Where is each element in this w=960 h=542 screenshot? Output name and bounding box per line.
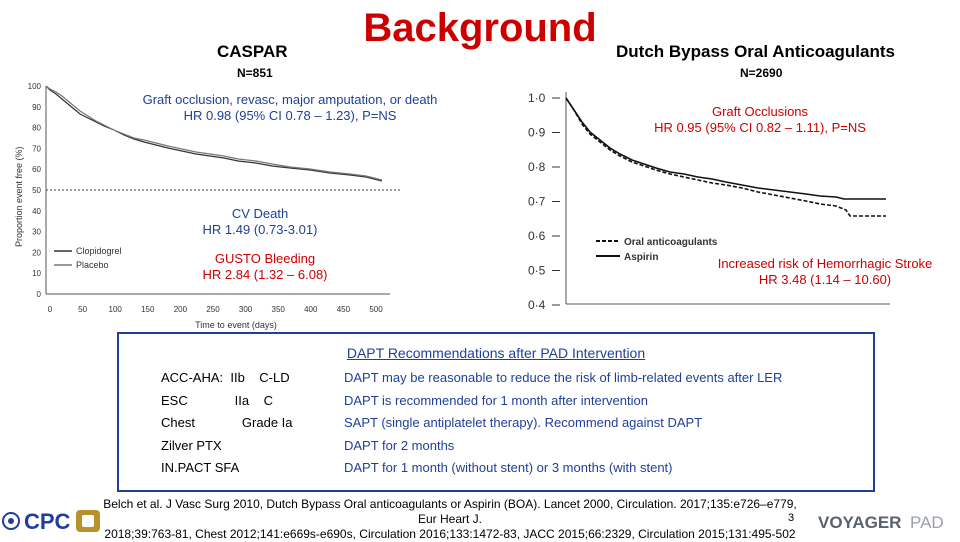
dutch-stroke-note: Increased risk of Hemorrhagic Stroke HR … <box>690 256 960 288</box>
recommendation-text: DAPT may be reasonable to reduce the ris… <box>344 370 783 385</box>
caspar-title: CASPAR <box>217 42 288 61</box>
dutch-y-tick-label: 0·7 <box>528 195 546 209</box>
caspar-y-tick-label: 0 <box>37 290 42 299</box>
caspar-y-tick-label: 40 <box>32 207 41 216</box>
caspar-x-tick-label: 150 <box>141 305 155 314</box>
dutch-stroke-title: Increased risk of Hemorrhagic Stroke <box>717 256 933 271</box>
dutch-y-tick-label: 0·6 <box>528 229 546 243</box>
recommendation-row: IN.PACT SFA DAPT for 1 month (without ste… <box>119 460 877 482</box>
caspar-x-tick-label: 250 <box>206 305 220 314</box>
recommendation-label: IN.PACT SFA <box>161 460 240 475</box>
recommendation-label: Chest Grade Ia <box>161 415 293 430</box>
caspar-y-tick-label: 100 <box>28 82 42 91</box>
caspar-cv-death-note: CV Death HR 1.49 (0.73-3.01) <box>150 206 370 238</box>
recommendation-row: ACC-AHA: IIb C-LD DAPT may be reasonable … <box>119 370 877 392</box>
caspar-x-tick-label: 200 <box>174 305 188 314</box>
caspar-ylabel: Proportion event free (%) <box>14 146 24 247</box>
caspar-y-tick-label: 80 <box>32 124 41 133</box>
caspar-x-tick-label: 450 <box>337 305 351 314</box>
caspar-x-tick-label: 300 <box>239 305 253 314</box>
caspar-gusto-note: GUSTO Bleeding HR 2.84 (1.32 – 6.08) <box>150 251 380 283</box>
caspar-x-tick-label: 50 <box>78 305 87 314</box>
slide-title: Background <box>363 6 597 50</box>
caspar-cv-death-hr: HR 1.49 (0.73-3.01) <box>202 222 318 237</box>
dutch-y-tick-label: 0·9 <box>528 126 546 140</box>
dutch-y-ticks: 1·0 0·9 0·8 0·7 0·6 0·5 0·4 <box>528 91 560 309</box>
dutch-y-tick-label: 0·5 <box>528 264 546 278</box>
footer-references: Belch et al. J Vasc Surg 2010, Dutch Byp… <box>100 497 800 542</box>
dutch-y-tick-label: 0·4 <box>528 298 546 309</box>
dutch-y-tick-label: 1·0 <box>528 91 546 105</box>
caspar-x-tick-label: 500 <box>369 305 383 314</box>
slide-number: 3 <box>788 512 795 524</box>
caspar-gusto-title: GUSTO Bleeding <box>214 251 316 266</box>
recommendation-text: DAPT for 1 month (without stent) or 3 mo… <box>344 460 673 475</box>
pad-logo-text: PAD <box>910 513 944 532</box>
voyager-pad-logo: VOYAGER PAD <box>818 513 944 532</box>
caspar-curve-placebo <box>45 85 383 181</box>
caspar-x-tick-label: 100 <box>109 305 123 314</box>
caspar-x-tick-label: 0 <box>48 305 53 314</box>
caspar-x-ticks: 0 50 100 150 200 250 300 350 400 450 500 <box>48 305 383 314</box>
recommendation-text: SAPT (single antiplatelet therapy). Reco… <box>344 415 703 430</box>
caspar-cv-death-title: CV Death <box>231 206 289 221</box>
caspar-gusto-hr: HR 2.84 (1.32 – 6.08) <box>202 267 328 282</box>
dutch-title: Dutch Bypass Oral Anticoagulants <box>616 42 895 61</box>
caspar-y-tick-label: 30 <box>32 228 41 237</box>
dutch-stroke-hr: HR 3.48 (1.14 – 10.60) <box>758 272 892 287</box>
caspar-x-tick-label: 350 <box>272 305 286 314</box>
caspar-endpoint-note: Graft occlusion, revasc, major amputatio… <box>100 92 480 124</box>
dutch-endpoint-note: Graft Occlusions HR 0.95 (95% CI 0.82 – … <box>600 104 920 136</box>
recommendation-row: Zilver PTX DAPT for 2 months <box>119 438 877 460</box>
cpc-logo-text: CPC <box>24 509 71 534</box>
dutch-curve-oral-anticoagulants <box>565 97 886 217</box>
dutch-legend-oral: Oral anticoagulants <box>624 237 718 248</box>
caspar-y-tick-label: 90 <box>32 103 41 112</box>
caspar-x-tick-label: 400 <box>304 305 318 314</box>
footer-ref-line2: 2018;39:763-81, Chest 2012;141:e669s-e69… <box>104 527 796 541</box>
voyager-logo-text: VOYAGER <box>818 513 901 532</box>
caspar-y-tick-label: 50 <box>32 186 41 195</box>
caspar-n: N=851 <box>237 66 273 80</box>
dutch-km-chart: 1·0 0·9 0·8 0·7 0·6 0·5 0·4 Oral anticoagulant… <box>528 91 890 309</box>
cpc-logo: CPC <box>2 509 100 534</box>
recommendation-label: ESC IIa C <box>161 392 273 408</box>
dutch-endpoint-hr: HR 0.95 (95% CI 0.82 – 1.11), P=NS <box>654 120 866 135</box>
dutch-curve-aspirin <box>565 97 886 200</box>
recommendation-row: ESC IIa C DAPT is recommended for 1 month… <box>119 393 877 415</box>
recommendation-label: Zilver PTX <box>161 437 222 453</box>
recommendation-text: DAPT for 2 months <box>344 437 455 453</box>
caspar-curve-clopidogrel <box>45 85 383 182</box>
caspar-y-tick-label: 60 <box>32 165 41 174</box>
recommendation-row: Chest Grade Ia SAPT (single antiplatelet … <box>119 415 877 437</box>
caspar-endpoint: Graft occlusion, revasc, major amputatio… <box>142 92 438 107</box>
caspar-y-tick-label: 20 <box>32 248 41 257</box>
caspar-endpoint-hr: HR 0.98 (95% CI 0.78 – 1.23), P=NS <box>183 108 397 123</box>
recommendations-title: DAPT Recommendations after PAD Intervent… <box>346 345 646 361</box>
caspar-legend-placebo: Placebo <box>76 260 109 270</box>
recommendations-box: ACC-AHA: IIb C-LD DAPT may be reasonable … <box>117 332 875 492</box>
caspar-y-tick-label: 10 <box>32 269 41 278</box>
dutch-n: N=2690 <box>740 66 783 80</box>
recommendation-text: DAPT is recommended for 1 month after in… <box>344 392 648 408</box>
caspar-y-tick-label: 70 <box>32 144 41 153</box>
footer-ref-line1: Belch et al. J Vasc Surg 2010, Dutch Byp… <box>103 497 797 526</box>
dutch-legend-aspirin: Aspirin <box>624 252 658 263</box>
dutch-y-tick-label: 0·8 <box>528 160 546 174</box>
caspar-km-chart: Proportion event free (%) 10090807060504… <box>14 82 400 330</box>
recommendation-label: ACC-AHA: IIb C-LD <box>161 370 290 385</box>
caspar-legend-clopidogrel: Clopidogrel <box>76 246 122 256</box>
caspar-xlabel: Time to event (days) <box>195 320 277 330</box>
dutch-endpoint: Graft Occlusions <box>711 104 809 119</box>
